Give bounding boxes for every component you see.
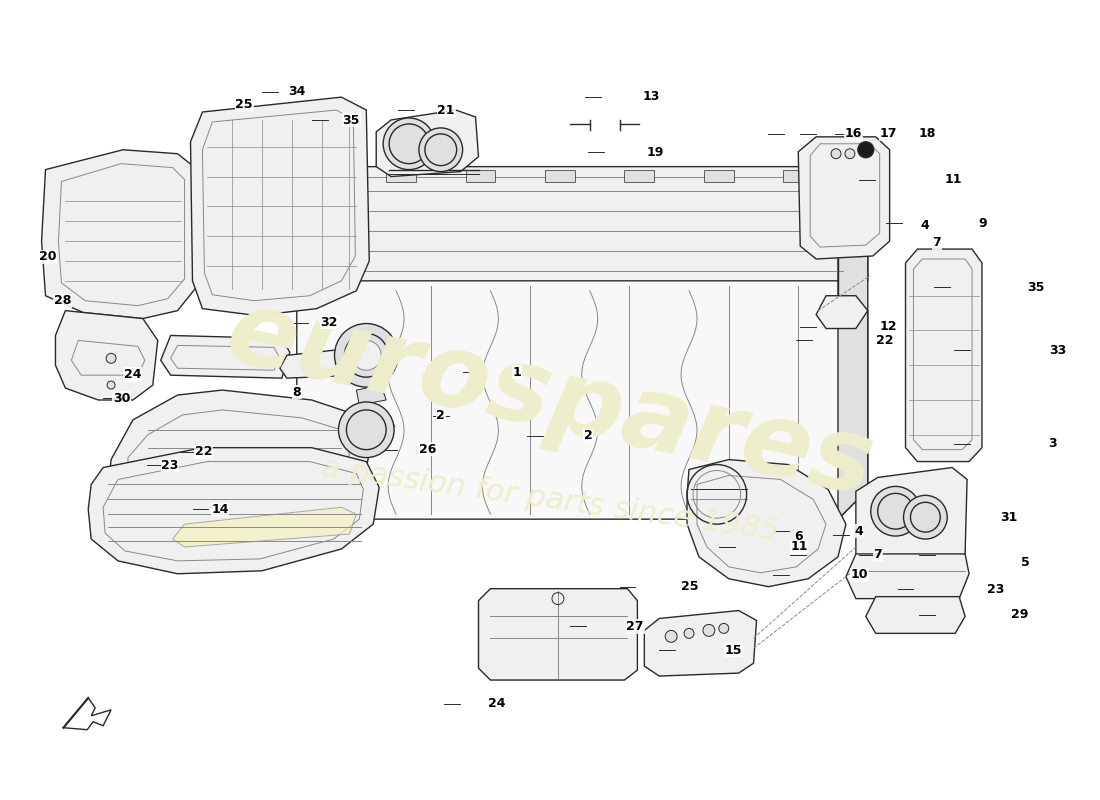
Circle shape [334, 323, 398, 387]
Circle shape [339, 402, 394, 458]
Text: 10: 10 [850, 568, 868, 582]
Text: 11: 11 [790, 541, 807, 554]
Text: 11: 11 [944, 173, 961, 186]
Circle shape [858, 142, 873, 158]
Text: 16: 16 [845, 127, 862, 140]
Circle shape [351, 341, 382, 370]
Text: 22: 22 [876, 334, 893, 347]
Circle shape [419, 128, 463, 171]
Circle shape [106, 354, 116, 363]
Polygon shape [376, 110, 478, 177]
Text: 6: 6 [794, 530, 803, 543]
Text: 3: 3 [1048, 437, 1057, 450]
Text: 2: 2 [584, 430, 593, 442]
Text: 9: 9 [978, 217, 987, 230]
Polygon shape [799, 137, 890, 259]
Text: 31: 31 [1000, 511, 1018, 524]
Text: 35: 35 [342, 114, 360, 127]
Text: 24: 24 [124, 368, 142, 381]
Circle shape [871, 486, 921, 536]
Circle shape [718, 623, 728, 634]
Circle shape [684, 629, 694, 638]
Circle shape [903, 495, 947, 539]
Polygon shape [88, 448, 379, 574]
Text: 21: 21 [438, 103, 455, 117]
Circle shape [107, 381, 116, 389]
Polygon shape [386, 170, 416, 182]
Text: 33: 33 [1049, 344, 1067, 358]
Polygon shape [478, 589, 637, 680]
Polygon shape [544, 170, 575, 182]
Polygon shape [905, 249, 982, 462]
Polygon shape [866, 597, 965, 634]
Circle shape [666, 630, 678, 642]
Text: 4: 4 [855, 525, 864, 538]
Text: 25: 25 [235, 98, 253, 111]
Text: 8: 8 [293, 386, 301, 398]
Text: 19: 19 [646, 146, 663, 158]
Text: 18: 18 [918, 127, 936, 140]
Text: 34: 34 [288, 86, 306, 98]
Polygon shape [688, 459, 846, 586]
Text: 13: 13 [642, 90, 660, 103]
Text: eurospares: eurospares [218, 282, 882, 518]
Text: 29: 29 [1011, 608, 1028, 621]
Polygon shape [279, 348, 361, 378]
Polygon shape [297, 281, 868, 519]
Polygon shape [108, 390, 372, 524]
Polygon shape [846, 554, 969, 598]
Circle shape [383, 118, 434, 170]
Text: 35: 35 [1027, 281, 1045, 294]
Text: 17: 17 [880, 127, 898, 140]
Text: 26: 26 [419, 442, 437, 456]
Text: 1: 1 [513, 366, 521, 378]
Text: 4: 4 [921, 218, 929, 232]
Polygon shape [356, 385, 386, 405]
Text: 7: 7 [933, 236, 942, 249]
Polygon shape [838, 166, 868, 519]
Circle shape [830, 149, 842, 158]
Polygon shape [704, 170, 734, 182]
Text: 20: 20 [39, 250, 56, 263]
Text: 25: 25 [681, 580, 698, 593]
Text: 24: 24 [487, 697, 505, 710]
Text: 30: 30 [113, 392, 131, 405]
Text: 12: 12 [880, 321, 898, 334]
Polygon shape [161, 335, 289, 378]
Text: 27: 27 [627, 620, 644, 633]
Text: 5: 5 [1021, 556, 1030, 570]
Text: 28: 28 [54, 294, 72, 307]
Text: 15: 15 [725, 644, 742, 657]
Text: 14: 14 [211, 503, 229, 516]
Circle shape [845, 149, 855, 158]
Text: 32: 32 [321, 316, 338, 329]
Polygon shape [327, 166, 868, 296]
Text: 7: 7 [873, 549, 882, 562]
Polygon shape [42, 150, 198, 318]
Polygon shape [625, 170, 654, 182]
Text: 2: 2 [437, 410, 446, 422]
Text: 23: 23 [162, 458, 178, 472]
Polygon shape [856, 467, 967, 571]
Text: 22: 22 [195, 445, 212, 458]
Polygon shape [816, 296, 868, 329]
Text: a passion for parts since 1985: a passion for parts since 1985 [320, 453, 780, 546]
Polygon shape [55, 310, 157, 400]
Circle shape [703, 625, 715, 636]
Polygon shape [190, 97, 370, 315]
Text: 23: 23 [987, 582, 1004, 595]
Polygon shape [645, 610, 757, 676]
Polygon shape [783, 170, 813, 182]
Polygon shape [465, 170, 495, 182]
Polygon shape [173, 507, 356, 547]
